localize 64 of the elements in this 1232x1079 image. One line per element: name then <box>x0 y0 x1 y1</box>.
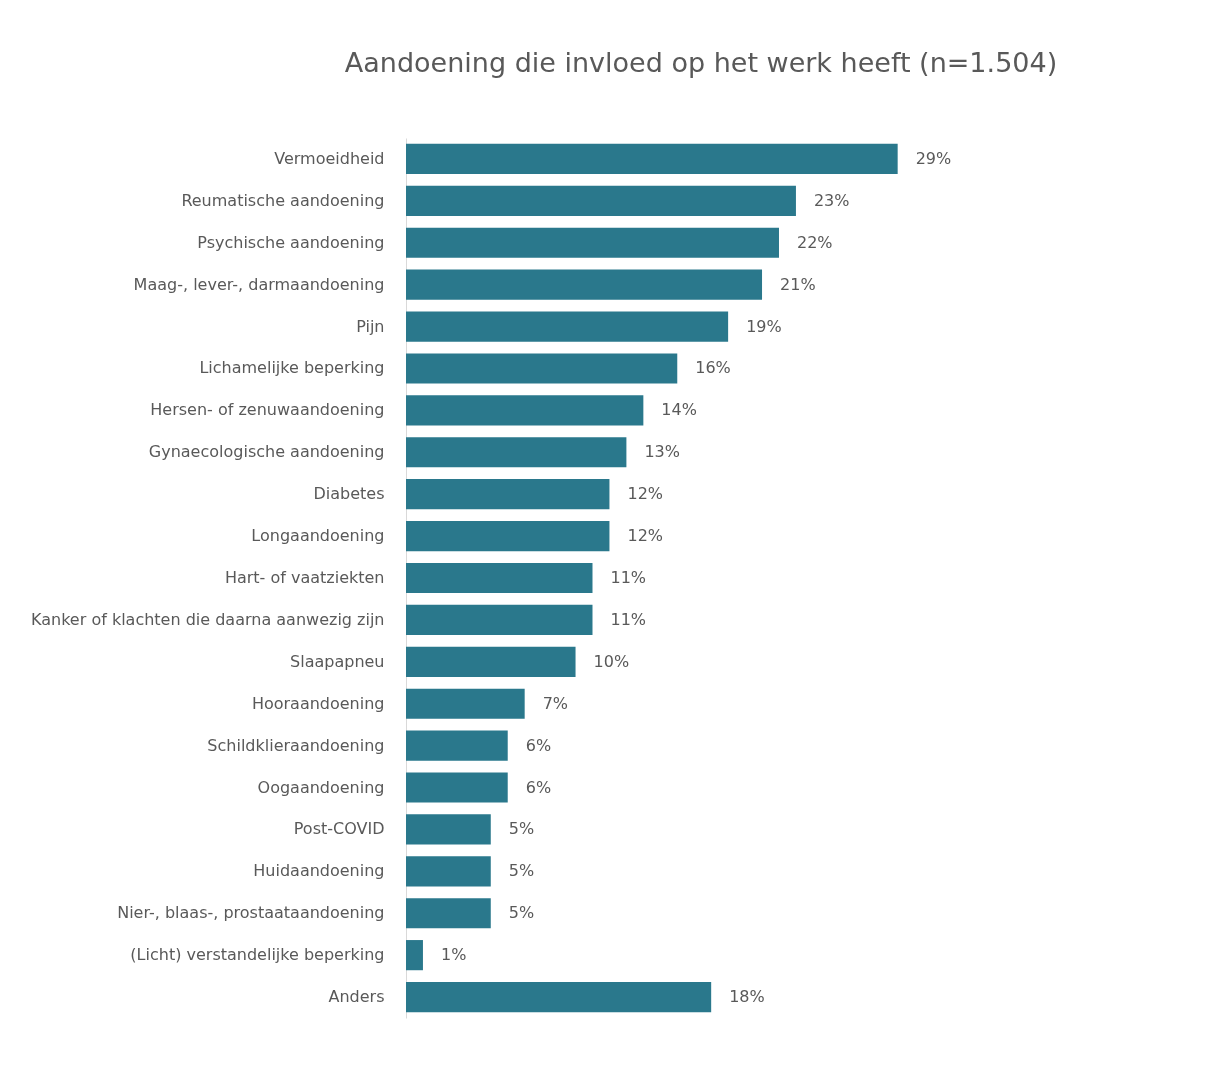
bar <box>406 227 779 258</box>
bar <box>406 185 796 216</box>
data-label: 5% <box>508 903 535 923</box>
bar <box>406 269 763 300</box>
bar <box>406 856 491 887</box>
bar <box>406 143 898 175</box>
y-tick-label: Kanker of klachten die daarna aanwezig zijn <box>31 609 385 629</box>
y-tick-label: Anders <box>328 987 385 1007</box>
bar <box>406 521 610 552</box>
data-label: 6% <box>525 735 552 755</box>
bar <box>406 940 423 971</box>
bar <box>406 604 593 635</box>
y-tick-label: Huidaandoening <box>253 861 385 881</box>
data-label: 16% <box>695 358 731 378</box>
data-label: 29% <box>915 148 952 168</box>
y-tick-label: Psychische aandoening <box>197 232 385 252</box>
bar <box>406 814 491 845</box>
data-label: 5% <box>508 861 535 881</box>
bar <box>406 562 593 594</box>
y-tick-label: (Licht) verstandelijke beperking <box>130 945 385 965</box>
chart-title: Aandoening die invloed op het werk heeft (n=1.504) <box>344 47 1058 78</box>
bar <box>406 730 508 761</box>
bar <box>406 898 491 929</box>
bar <box>406 353 678 384</box>
data-label: 19% <box>746 316 782 336</box>
bar <box>406 688 525 719</box>
data-label: 12% <box>627 526 664 546</box>
bar <box>406 395 644 426</box>
y-tick-label: Lichamelijke beperking <box>199 358 385 378</box>
data-label: 13% <box>644 442 680 462</box>
data-label: 10% <box>593 651 630 671</box>
data-label: 14% <box>661 400 697 420</box>
data-label: 11% <box>610 609 647 629</box>
bar <box>406 981 712 1013</box>
bar <box>406 311 729 342</box>
y-tick-label: Pijn <box>356 316 385 336</box>
data-label: 18% <box>729 987 765 1007</box>
data-label: 22% <box>796 232 833 252</box>
bar <box>406 437 627 468</box>
data-label: 7% <box>542 693 569 713</box>
data-label: 1% <box>440 945 467 965</box>
y-tick-label: Reumatische aandoening <box>181 190 385 210</box>
data-label: 12% <box>627 484 664 504</box>
y-tick-label: Maag-, lever-, darmaandoening <box>133 274 385 294</box>
bar <box>406 772 508 803</box>
data-label: 6% <box>525 777 552 797</box>
y-tick-label: Gynaecologische aandoening <box>148 442 385 462</box>
data-label: 11% <box>610 568 647 587</box>
y-tick-label: Hersen- of zenuwaandoening <box>150 400 385 420</box>
y-tick-label: Slaapapneu <box>290 651 385 671</box>
y-tick-label: Oogaandoening <box>257 777 385 797</box>
y-tick-label: Nier-, blaas-, prostaataandoening <box>117 903 385 923</box>
y-tick-label: Post-COVID <box>293 819 385 839</box>
bar <box>406 479 610 510</box>
y-tick-label: Hooraandoening <box>251 693 385 713</box>
bar <box>406 646 576 677</box>
y-tick-label: Hart- of vaatziekten <box>224 568 385 587</box>
y-tick-label: Longaandoening <box>251 526 385 546</box>
data-label: 5% <box>508 819 535 839</box>
y-tick-label: Diabetes <box>313 484 385 504</box>
data-label: 23% <box>813 190 850 210</box>
y-tick-label: Vermoeidheid <box>274 148 385 168</box>
data-label: 21% <box>780 274 816 294</box>
y-tick-label: Schildklieraandoening <box>207 735 385 755</box>
